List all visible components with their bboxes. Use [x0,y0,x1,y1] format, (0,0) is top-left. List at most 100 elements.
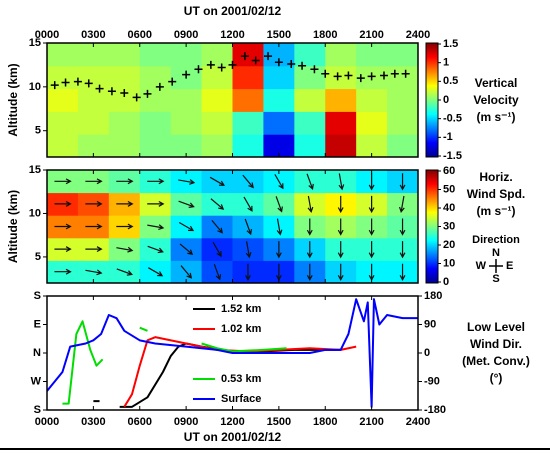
heat-cell [139,134,172,157]
colorbar-tick-label: 1 [443,57,449,69]
wind-arrow [337,218,344,236]
x-axis-label: UT on 2001/02/12 [184,4,282,18]
wind-arrow [368,241,375,259]
heat-cell [356,134,388,157]
wind-arrow [116,223,134,230]
heat-cell [325,111,357,135]
colorbar-tick-label: -1 [443,131,453,143]
y-tick-label: 5 [35,251,41,263]
heat-cell [232,88,264,112]
wind-arrow [147,267,164,277]
tropopause-marker [298,61,307,70]
y-tick-label: 10 [29,81,41,93]
x-tick-label: 0600 [128,29,152,41]
y-axis-label: Altitude (km) [6,63,20,136]
tropopause-marker [50,81,59,90]
wind-arrow [275,196,283,213]
y2-tick-label: 0 [424,347,430,359]
wind-arrow [399,263,406,281]
wind-arrow [245,241,252,259]
colorbar-tick-label: 0.5 [443,75,458,87]
wind-arrow [85,223,103,230]
x-tick-label: 1200 [220,29,244,41]
heat-cell [47,43,79,67]
y-tick-label: E [34,318,41,330]
wind-arrow [147,224,165,231]
wind-arrow [147,245,164,254]
tropopause-marker [107,87,116,96]
tropopause-marker [344,71,353,80]
wind-arrow [178,200,195,208]
y-axis-label: Low Level [467,320,525,334]
x-tick-label: 2400 [406,416,430,428]
heat-cell [387,88,418,112]
wind-arrow [398,195,405,214]
wind-arrow [368,195,375,214]
legend-label: 0.53 km [221,373,262,385]
colorbar-tick-label: 0 [443,276,449,288]
heat-cell [108,43,141,67]
wind-arrow [306,263,313,281]
heat-cell [77,88,110,112]
heat-cell [108,134,141,157]
heat-cell [201,43,233,67]
wind-arrow [306,218,313,236]
heat-cell [47,134,79,157]
heat-cell [139,88,172,112]
heat-cell [232,111,264,135]
tropopause-marker [390,69,399,78]
y2-tick-label: -90 [424,375,440,387]
heat-cell [263,111,295,135]
x-tick-label: 1200 [220,416,244,428]
tropopause-marker [240,52,249,61]
y2-tick-label: 180 [424,290,442,302]
colorbar [425,42,439,158]
heat-cell [77,134,110,157]
legend-label: Surface [221,393,261,405]
tropopause-marker [356,74,365,83]
plot-area [47,43,418,157]
heat-cell [263,88,295,112]
colorbar-tick-label: 50 [443,183,455,195]
x-tick-label: 1800 [313,416,337,428]
wind-arrow [368,173,375,191]
tropopause-marker [274,58,283,67]
plot-area [47,298,418,408]
wind-arrow [243,196,253,212]
wind-arrow [399,241,406,259]
wind-arrow [178,221,195,232]
colorbar-label: (m s⁻¹) [477,110,516,124]
colorbar-tick-label: 30 [443,220,455,232]
y-tick-label: 10 [29,207,41,219]
tropopause-marker [217,63,226,72]
direction-label: Direction [472,234,520,246]
compass-letter: N [492,247,500,259]
x-tick-label: 1500 [267,29,291,41]
tropopause-marker [194,65,203,74]
legend-label: 1.52 km [221,303,262,315]
colorbar [425,169,439,284]
x-tick-label: 2400 [406,29,430,41]
tropopause-marker [310,65,319,74]
heat-cell [77,43,110,67]
heat-cell [201,111,233,135]
tropopause-marker [95,84,104,93]
wind-arrow [245,263,251,281]
heat-cell [263,43,295,67]
heat-cell [139,111,172,135]
colorbar-label: (m s⁻¹) [477,204,516,218]
wind-arrow [116,268,133,276]
colorbar-tick-label: -1.5 [443,150,462,162]
x-axis-label: UT on 2001/02/12 [184,430,282,444]
wind-arrow [54,268,72,275]
tropopause-marker [120,88,129,97]
tropopause-marker [168,77,177,86]
wind-arrow [276,218,283,236]
tropopause-marker [155,82,164,91]
heat-cell [263,65,295,90]
heat-cell [108,88,141,112]
heat-cell [170,111,203,135]
heat-cell [294,111,326,135]
x-tick-label: 2100 [359,416,383,428]
